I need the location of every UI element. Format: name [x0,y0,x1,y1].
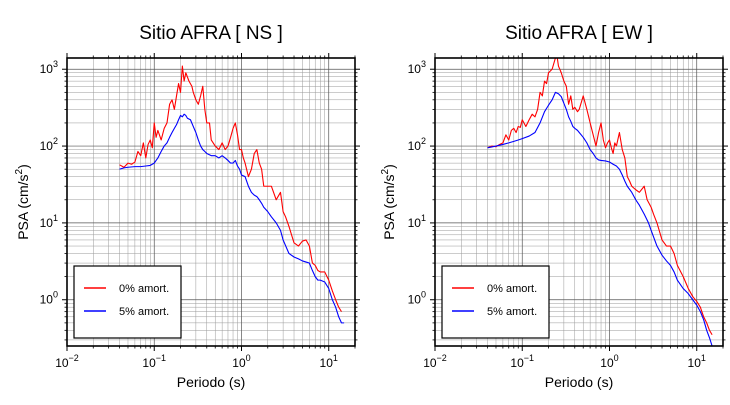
axis-ticks [430,53,728,351]
x-tick-label: 100 [232,353,250,370]
y-tick-labels: 100 101 102 103 [408,59,426,307]
y-axis-label: PSA (cm/s2) [380,164,397,240]
axes-frame [66,57,356,347]
x-axis-label: Periodo (s) [177,374,245,390]
legend-label-0pct: 0% amort. [487,283,537,295]
series-group [119,65,345,324]
series-line-0pct [119,65,342,312]
plot-frame [66,57,356,347]
x-tick-labels: 10−2 10−1 100 101 [55,353,338,370]
y-tick-label: 102 [40,136,58,153]
y-tick-label: 103 [408,59,426,76]
x-tick-label: 10−2 [55,353,79,370]
legend-box [441,265,550,339]
series-line-0pct [487,58,713,336]
series-line-5pct [119,113,345,324]
x-tick-labels: 10−2 10−1 100 101 [423,353,706,370]
chart-title: Sitio AFRA [ EW ] [505,23,653,44]
y-tick-labels: 100 101 102 103 [40,59,58,307]
x-tick-label: 10−1 [510,353,534,370]
series-line-5pct [487,91,713,346]
chart-title: Sitio AFRA [ NS ] [139,23,283,44]
plot-frame [434,57,724,347]
y-axis-label: PSA (cm/s2) [14,164,31,240]
series-group [487,58,713,346]
y-tick-label: 100 [40,290,58,307]
y-tick-label: 101 [408,213,426,230]
y-tick-label: 103 [40,59,58,76]
x-tick-label: 100 [600,353,618,370]
x-tick-label: 10−1 [142,353,166,370]
legend-label-5pct: 5% amort. [487,306,537,318]
x-tick-label: 101 [688,353,706,370]
axes-frame [434,57,724,347]
y-tick-label: 101 [40,213,58,230]
chart-ew: Sitio AFRA [ EW ] 10−2 10−1 100 101 1001011… [380,23,728,390]
x-axis-label: Periodo (s) [545,374,613,390]
legend-label-0pct: 0% amort. [119,283,169,295]
x-tick-label: 101 [320,353,338,370]
chart-ns: Sitio AFRA [ NS ] 10−2 10−1 100 101 1001011… [14,23,360,390]
axis-ticks [62,53,360,351]
y-tick-label: 100 [408,290,426,307]
legend: 0% amort. 5% amort. [73,265,182,339]
y-tick-label: 102 [408,136,426,153]
legend-box [73,265,182,339]
x-tick-label: 10−2 [423,353,447,370]
legend: 0% amort. 5% amort. [441,265,550,339]
legend-label-5pct: 5% amort. [119,306,169,318]
